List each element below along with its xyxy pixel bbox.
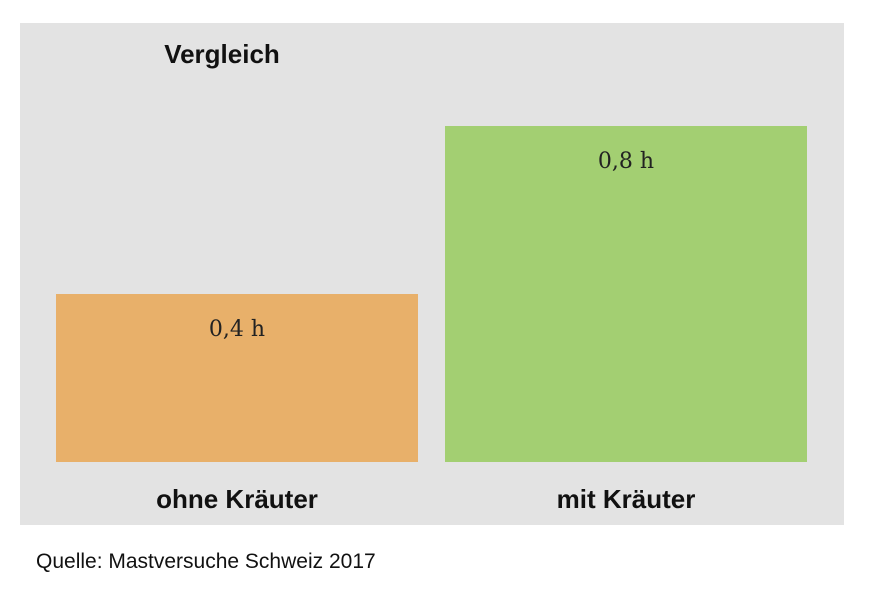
chart-title: Vergleich (164, 39, 280, 69)
chart-panel: Vergleich 0,4 h ohne Kräuter 0,8 h mit Kräu… (20, 23, 844, 525)
bar-mit-kraeuter (445, 126, 807, 462)
bars-layer: 0,4 h ohne Kräuter 0,8 h mit Kräuter (56, 126, 807, 514)
data-label: 0,4 h (209, 317, 265, 342)
bar-ohne-kraeuter (56, 294, 418, 462)
category-label: ohne Kräuter (156, 484, 318, 514)
source-note: Quelle: Mastversuche Schweiz 2017 (36, 550, 376, 573)
bar-chart: Vergleich 0,4 h ohne Kräuter 0,8 h mit Kräu… (56, 39, 807, 514)
category-label: mit Kräuter (557, 484, 696, 514)
data-label: 0,8 h (598, 149, 654, 174)
